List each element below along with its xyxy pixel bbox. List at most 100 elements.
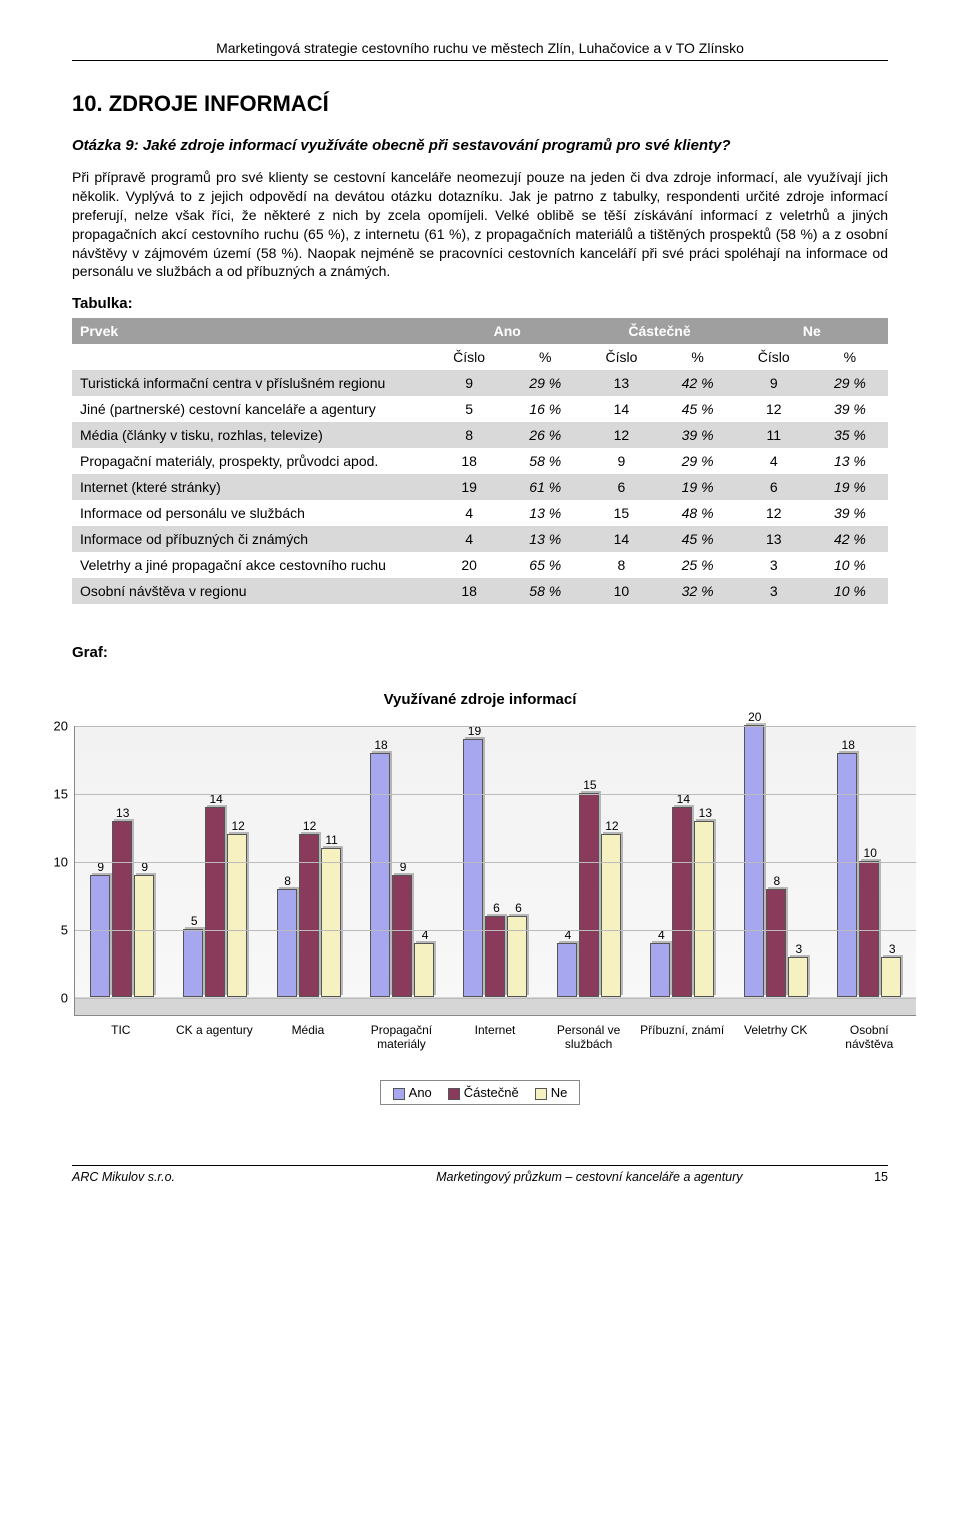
footer-left: ARC Mikulov s.r.o. — [72, 1170, 331, 1184]
x-tick-label: Média — [261, 1020, 355, 1066]
bar: 14 — [672, 807, 692, 997]
cell-num: 12 — [736, 500, 812, 526]
cell-pct: 25 % — [659, 552, 735, 578]
cell-num: 12 — [583, 422, 659, 448]
cell-pct: 29 % — [812, 370, 888, 396]
cell-num: 3 — [736, 552, 812, 578]
table-row: Veletrhy a jiné propagační akce cestovní… — [72, 552, 888, 578]
subhead-cislo: Číslo — [736, 344, 812, 370]
bar: 20 — [744, 725, 764, 997]
table-row: Internet (které stránky)1961 %619 %619 % — [72, 474, 888, 500]
table-label: Tabulka: — [72, 295, 888, 312]
legend-label: Ne — [551, 1085, 568, 1100]
bar: 18 — [370, 753, 390, 998]
cell-pct: 42 % — [812, 526, 888, 552]
cell-pct: 29 % — [659, 448, 735, 474]
cell-num: 8 — [583, 552, 659, 578]
legend-label: Ano — [409, 1085, 432, 1100]
bar: 19 — [463, 739, 483, 997]
cell-pct: 13 % — [507, 526, 583, 552]
cell-num: 14 — [583, 526, 659, 552]
legend-item: Ne — [535, 1085, 568, 1100]
bar-value-label: 11 — [322, 833, 342, 847]
cell-num: 6 — [583, 474, 659, 500]
cell-pct: 45 % — [659, 526, 735, 552]
table-row: Informace od personálu ve službách413 %1… — [72, 500, 888, 526]
bar-value-label: 20 — [745, 710, 765, 724]
cell-num: 3 — [736, 578, 812, 604]
x-tick-label: Veletrhy CK — [729, 1020, 823, 1066]
cell-num: 4 — [431, 526, 507, 552]
subhead-pct: % — [812, 344, 888, 370]
bar: 13 — [112, 821, 132, 998]
bar: 5 — [183, 929, 203, 997]
table-row: Turistická informační centra v příslušné… — [72, 370, 888, 396]
x-tick-label: Osobní návštěva — [823, 1020, 917, 1066]
cell-pct: 19 % — [812, 474, 888, 500]
cell-pct: 39 % — [812, 396, 888, 422]
bar: 9 — [392, 875, 412, 997]
bar-value-label: 18 — [371, 738, 391, 752]
bar: 11 — [321, 848, 341, 998]
y-tick-label: 5 — [34, 923, 68, 938]
cell-num: 12 — [736, 396, 812, 422]
y-tick-label: 0 — [34, 991, 68, 1006]
cell-pct: 58 % — [507, 448, 583, 474]
cell-num: 5 — [431, 396, 507, 422]
table-row: Osobní návštěva v regionu1858 %1032 %310… — [72, 578, 888, 604]
document-header: Marketingová strategie cestovního ruchu … — [72, 40, 888, 61]
cell-pct: 10 % — [812, 552, 888, 578]
table-head-prvek: Prvek — [72, 318, 431, 344]
cell-pct: 39 % — [812, 500, 888, 526]
cell-pct: 29 % — [507, 370, 583, 396]
bar-value-label: 8 — [767, 874, 787, 888]
cell-pct: 58 % — [507, 578, 583, 604]
cell-pct: 61 % — [507, 474, 583, 500]
bar: 18 — [837, 753, 857, 998]
cell-num: 15 — [583, 500, 659, 526]
bar-chart: 05101520 9139514128121118941966415124141… — [34, 726, 926, 1066]
subhead-cislo: Číslo — [431, 344, 507, 370]
row-name: Propagační materiály, prospekty, průvodc… — [72, 448, 431, 474]
x-tick-label: Příbuzní, známí — [635, 1020, 729, 1066]
bar: 3 — [788, 957, 808, 998]
legend-item: Ano — [393, 1085, 432, 1100]
bar-value-label: 3 — [789, 942, 809, 956]
bar: 4 — [557, 943, 577, 997]
row-name: Turistická informační centra v příslušné… — [72, 370, 431, 396]
cell-pct: 32 % — [659, 578, 735, 604]
body-paragraph: Při přípravě programů pro své klienty se… — [72, 168, 888, 281]
cell-num: 11 — [736, 422, 812, 448]
row-name: Jiné (partnerské) cestovní kanceláře a a… — [72, 396, 431, 422]
x-tick-label: Internet — [448, 1020, 542, 1066]
bar: 8 — [766, 889, 786, 998]
bar-value-label: 5 — [184, 914, 204, 928]
table-row: Média (články v tisku, rozhlas, televize… — [72, 422, 888, 448]
bar: 14 — [205, 807, 225, 997]
cell-pct: 13 % — [812, 448, 888, 474]
table-row: Propagační materiály, prospekty, průvodc… — [72, 448, 888, 474]
footer-page-number: 15 — [848, 1170, 888, 1184]
chart-title: Využívané zdroje informací — [24, 691, 936, 708]
cell-pct: 39 % — [659, 422, 735, 448]
bar: 6 — [507, 916, 527, 998]
bar-value-label: 15 — [580, 778, 600, 792]
cell-num: 13 — [736, 526, 812, 552]
bar: 3 — [881, 957, 901, 998]
row-name: Veletrhy a jiné propagační akce cestovní… — [72, 552, 431, 578]
cell-num: 18 — [431, 448, 507, 474]
x-tick-label: TIC — [74, 1020, 168, 1066]
bar: 12 — [299, 834, 319, 997]
legend-swatch — [393, 1088, 405, 1100]
bar: 9 — [134, 875, 154, 997]
legend-swatch — [448, 1088, 460, 1100]
cell-num: 14 — [583, 396, 659, 422]
cell-num: 20 — [431, 552, 507, 578]
footer-center: Marketingový průzkum – cestovní kancelář… — [331, 1170, 848, 1184]
table-row: Informace od příbuzných či známých413 %1… — [72, 526, 888, 552]
y-tick-label: 20 — [34, 719, 68, 734]
table-head-ano: Ano — [431, 318, 583, 344]
table-head-castecne: Částečně — [583, 318, 735, 344]
cell-num: 10 — [583, 578, 659, 604]
row-name: Média (články v tisku, rozhlas, televize… — [72, 422, 431, 448]
